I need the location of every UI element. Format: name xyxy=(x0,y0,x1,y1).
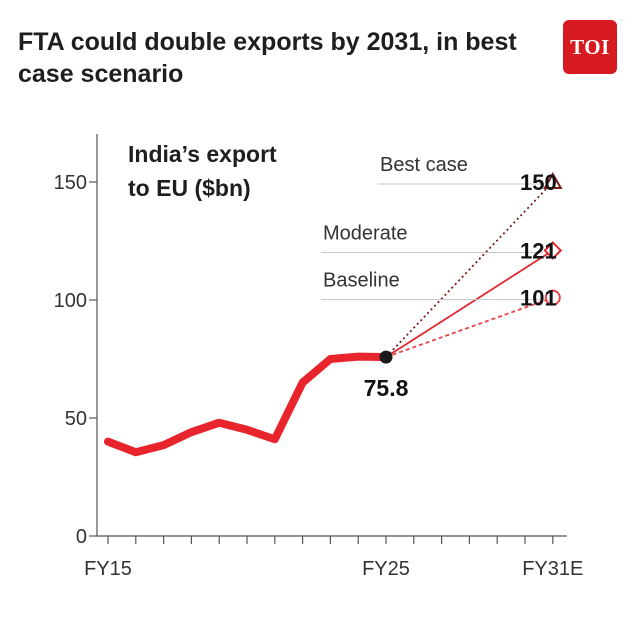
series-line xyxy=(104,352,390,457)
x-tick-label: FY25 xyxy=(362,558,410,580)
scenario-value-label: 101 xyxy=(520,286,557,311)
label-layer: India’s export to EU ($bn) Best case 150 Mod… xyxy=(128,141,557,401)
y-tick-label: 50 xyxy=(65,408,87,430)
scenario-line xyxy=(385,181,554,358)
scenario-value-label: 121 xyxy=(520,238,557,263)
series-layer xyxy=(104,352,390,457)
chart-title-line: to EU ($bn) xyxy=(128,175,251,201)
y-tick-label: 150 xyxy=(54,172,87,194)
x-tick-label: FY31E xyxy=(522,558,583,580)
y-tick-label: 0 xyxy=(76,526,87,548)
scenario-value-label: 150 xyxy=(520,170,557,195)
scenario-line xyxy=(385,296,554,358)
scenario-label: Moderate xyxy=(323,222,408,244)
scenario-marker-circle xyxy=(544,289,561,306)
chart-axes: 0 50 100 150 FY15 FY25 FY31E xyxy=(54,134,583,580)
chart-headline: FTA could double exports by 2031, in bes… xyxy=(18,28,517,88)
current-point xyxy=(379,350,393,364)
scenario-label: Baseline xyxy=(323,270,400,292)
chart-title-line: India’s export xyxy=(128,141,277,167)
scenario-line xyxy=(385,249,554,358)
y-tick-label: 100 xyxy=(54,290,87,312)
scenario-label: Best case xyxy=(380,154,468,176)
x-tick-label: FY15 xyxy=(84,558,132,580)
scenario-layer xyxy=(379,171,563,364)
scenario-marker-triangle xyxy=(543,171,563,189)
scenario-marker-diamond xyxy=(543,241,563,260)
logo-text: TOI xyxy=(570,34,610,59)
current-value-label: 75.8 xyxy=(364,375,409,401)
toi-logo: TOI xyxy=(563,20,617,74)
